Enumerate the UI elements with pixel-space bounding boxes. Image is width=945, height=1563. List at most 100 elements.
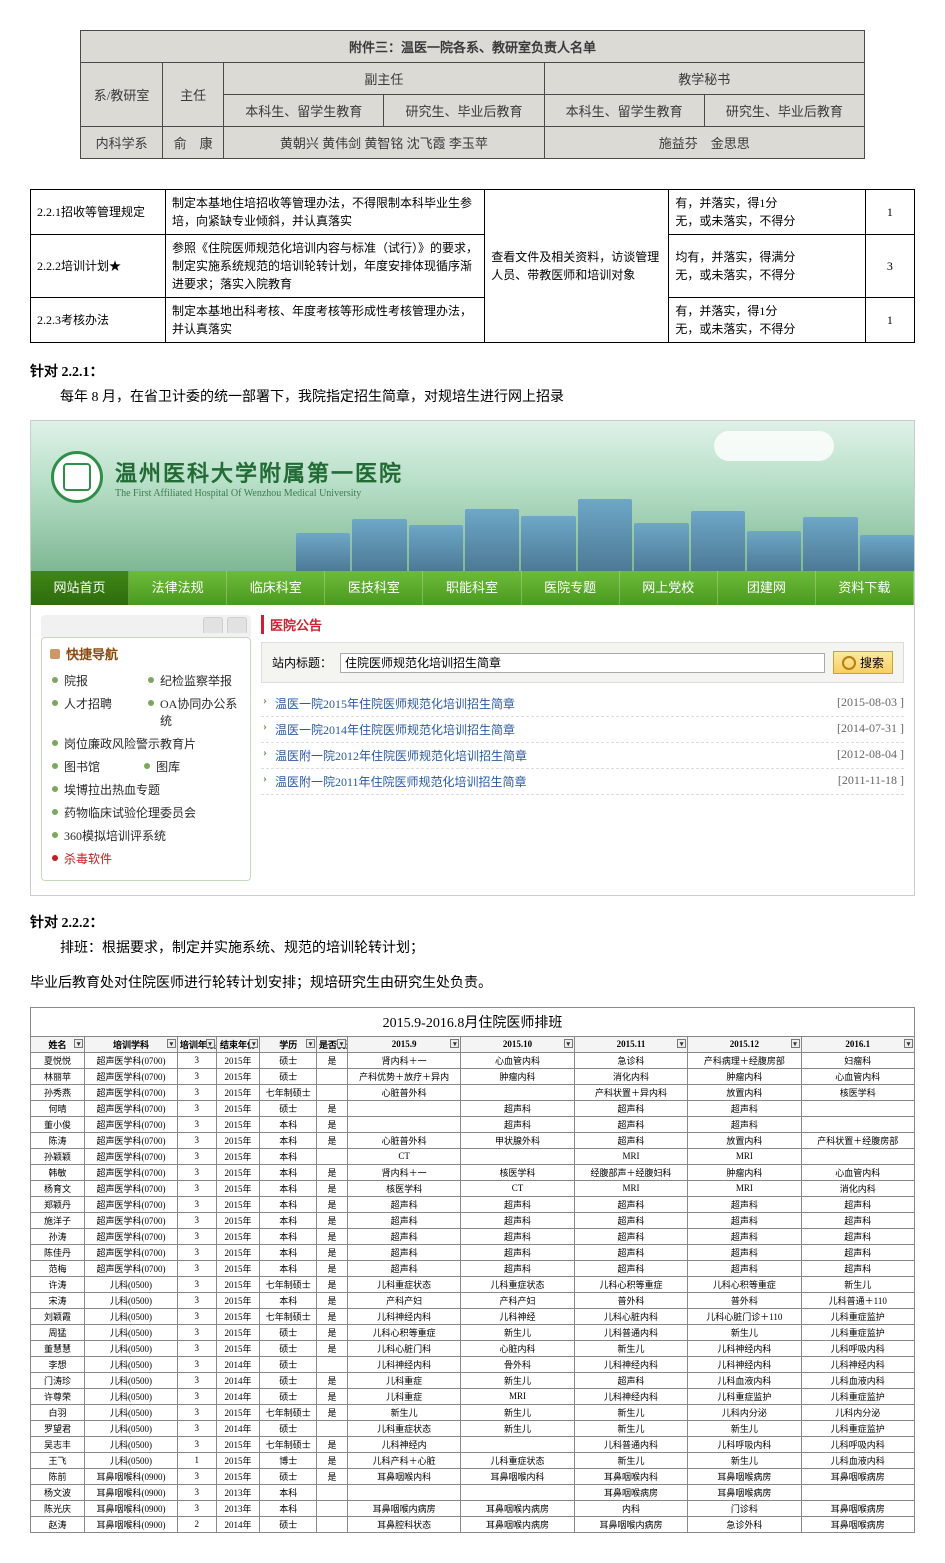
schedule-row: 李想儿科(0500)32014年硕士儿科神经内科骨外科儿科神经内科儿科神经内科儿… [31, 1356, 915, 1372]
schedule-cell: 心脏内科 [461, 1340, 574, 1356]
schedule-cell: 许涛 [31, 1276, 85, 1292]
schedule-cell: 是 [317, 1052, 348, 1068]
schedule-cell: 儿科神经内科 [688, 1356, 801, 1372]
schedule-cell: 消化内科 [574, 1068, 687, 1084]
notice-item[interactable]: 温医附一院2012年住院医师规范化培训招生简章[2012-08-04 ] [261, 743, 904, 769]
sidebar-link[interactable]: OA协同办公系统 [146, 692, 242, 732]
nav-item[interactable]: 资料下载 [816, 571, 914, 605]
schedule-cell: 普外科 [574, 1292, 687, 1308]
sidebar-link[interactable]: 院报 [50, 669, 146, 692]
filter-dropdown-icon[interactable]: ▾ [206, 1039, 215, 1048]
nav-item[interactable]: 法律法规 [129, 571, 227, 605]
schedule-cell: 超声医学科(0700) [85, 1068, 178, 1084]
schedule-cell [461, 1084, 574, 1100]
schedule-table: 姓名▾培训学科▾培训年限▾结束年份▾学历▾是否优选第二▾2015.9▾2015.… [30, 1036, 915, 1533]
schedule-column-header[interactable]: 2015.10▾ [461, 1036, 574, 1052]
filter-dropdown-icon[interactable]: ▾ [306, 1039, 315, 1048]
schedule-cell: 吴志丰 [31, 1436, 85, 1452]
nav-item[interactable]: 团建网 [718, 571, 816, 605]
schedule-cell: 超声医学科(0700) [85, 1212, 178, 1228]
schedule-cell: 甲状腺外科 [461, 1132, 574, 1148]
filter-dropdown-icon[interactable]: ▾ [337, 1039, 346, 1048]
schedule-cell: 超声科 [688, 1260, 801, 1276]
schedule-cell: 2015年 [216, 1052, 260, 1068]
sidebar-tab[interactable] [203, 617, 223, 633]
schedule-cell: 3 [177, 1196, 216, 1212]
nav-item[interactable]: 临床科室 [227, 571, 325, 605]
filter-dropdown-icon[interactable]: ▾ [167, 1039, 176, 1048]
nav-item[interactable]: 医技科室 [325, 571, 423, 605]
search-input[interactable] [340, 653, 825, 673]
schedule-column-header[interactable]: 2015.12▾ [688, 1036, 801, 1052]
attachment-table-wrap: 附件三：温医一院各系、教研室负责人名单 系/教研室 主任 副主任 教学秘书 本科… [0, 0, 945, 179]
filter-dropdown-icon[interactable]: ▾ [904, 1039, 913, 1048]
filter-dropdown-icon[interactable]: ▾ [74, 1039, 83, 1048]
schedule-column-header[interactable]: 学历▾ [260, 1036, 317, 1052]
schedule-cell: 2015年 [216, 1292, 260, 1308]
schedule-row: 宋涛儿科(0500)32015年本科是产科产妇产科产妇普外科普外科儿科普通＋11… [31, 1292, 915, 1308]
filter-dropdown-icon[interactable]: ▾ [249, 1039, 258, 1048]
schedule-cell: 产科状置＋异内科 [574, 1084, 687, 1100]
schedule-cell: 超声科 [347, 1212, 460, 1228]
schedule-row: 韩敏超声医学科(0700)32015年本科是肾内科＋一核医学科经腹部声＋经腹妇科… [31, 1164, 915, 1180]
schedule-cell: 门涛珍 [31, 1372, 85, 1388]
sidebar-link[interactable]: 图书馆 [50, 755, 142, 778]
schedule-cell: 儿科(0500) [85, 1436, 178, 1452]
schedule-cell: 2015年 [216, 1340, 260, 1356]
schedule-column-header[interactable]: 是否优选第二▾ [317, 1036, 348, 1052]
schedule-cell: 超声科 [574, 1228, 687, 1244]
schedule-cell: 3 [177, 1356, 216, 1372]
nav-item[interactable]: 网上党校 [620, 571, 718, 605]
schedule-cell: 新生儿 [688, 1324, 801, 1340]
schedule-cell: 3 [177, 1372, 216, 1388]
sidebar-link[interactable]: 图库 [142, 755, 234, 778]
sidebar-link[interactable]: 360模拟培训评系统 [50, 824, 242, 847]
schedule-cell: 2015年 [216, 1244, 260, 1260]
notice-item[interactable]: 温医附一院2011年住院医师规范化培训招生简章[2011-11-18 ] [261, 769, 904, 795]
schedule-cell: 陈前 [31, 1468, 85, 1484]
schedule-cell: 超声科 [574, 1244, 687, 1260]
schedule-cell: 本科 [260, 1180, 317, 1196]
schedule-cell: 肾内科＋一 [347, 1164, 460, 1180]
nav-item[interactable]: 职能科室 [423, 571, 521, 605]
schedule-cell: 心脏普外科 [347, 1132, 460, 1148]
notice-item[interactable]: 温医一院2014年住院医师规范化培训招生简章[2014-07-31 ] [261, 717, 904, 743]
schedule-column-header[interactable]: 2015.11▾ [574, 1036, 687, 1052]
schedule-cell: 耳鼻腔科状态 [347, 1516, 460, 1532]
sidebar-link[interactable]: 杀毒软件 [50, 847, 242, 870]
schedule-cell [317, 1068, 348, 1084]
sidebar-link[interactable]: 埃博拉出热血专题 [50, 778, 242, 801]
schedule-cell: 超声科 [574, 1212, 687, 1228]
filter-dropdown-icon[interactable]: ▾ [677, 1039, 686, 1048]
notice-item[interactable]: 温医一院2015年住院医师规范化培训招生简章[2015-08-03 ] [261, 691, 904, 717]
schedule-cell: 是 [317, 1244, 348, 1260]
schedule-cell: 儿科重症监护 [801, 1388, 914, 1404]
sidebar-link[interactable]: 岗位廉政风险警示教育片 [50, 732, 242, 755]
nav-item[interactable]: 医院专题 [522, 571, 620, 605]
schedule-column-header[interactable]: 结束年份▾ [216, 1036, 260, 1052]
schedule-column-header[interactable]: 姓名▾ [31, 1036, 85, 1052]
schedule-cell: 耳鼻咽喉科(0900) [85, 1484, 178, 1500]
schedule-cell: 3 [177, 1100, 216, 1116]
schedule-column-header[interactable]: 培训学科▾ [85, 1036, 178, 1052]
schedule-cell: 七年制硕士 [260, 1276, 317, 1292]
schedule-column-header[interactable]: 培训年限▾ [177, 1036, 216, 1052]
search-button[interactable]: 搜索 [833, 651, 893, 674]
schedule-column-header[interactable]: 2016.1▾ [801, 1036, 914, 1052]
sidebar-link[interactable]: 纪检监察举报 [146, 669, 242, 692]
schedule-cell: 超声科 [574, 1260, 687, 1276]
nav-item[interactable]: 网站首页 [31, 571, 129, 605]
sidebar-link[interactable]: 药物临床试验伦理委员会 [50, 801, 242, 824]
logo-text-cn: 温州医科大学附属第一医院 [115, 456, 403, 488]
filter-dropdown-icon[interactable]: ▾ [564, 1039, 573, 1048]
schedule-cell: 儿科血液内科 [801, 1372, 914, 1388]
sidebar-link[interactable]: 人才招聘 [50, 692, 146, 732]
filter-dropdown-icon[interactable]: ▾ [791, 1039, 800, 1048]
schedule-cell [347, 1484, 460, 1500]
filter-dropdown-icon[interactable]: ▾ [450, 1039, 459, 1048]
sidebar-tab[interactable] [227, 617, 247, 633]
schedule-column-header[interactable]: 2015.9▾ [347, 1036, 460, 1052]
schedule-cell: МRI [688, 1180, 801, 1196]
schedule-cell: 耳鼻咽喉科(0900) [85, 1500, 178, 1516]
sidebar-list: 岗位廉政风险警示教育片图书馆图库埃博拉出热血专题药物临床试验伦理委员会360模拟… [50, 732, 242, 870]
